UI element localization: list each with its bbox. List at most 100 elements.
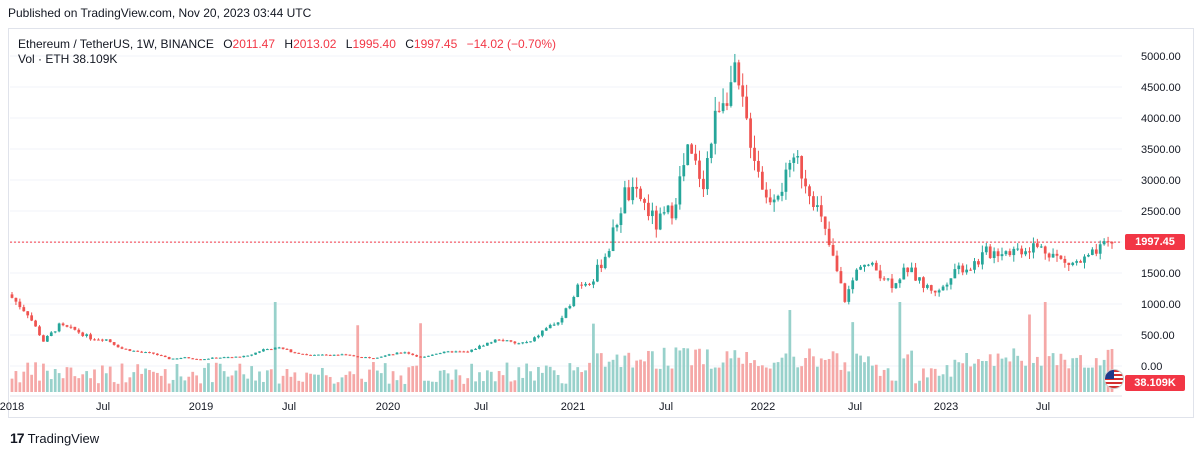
symbol-label[interactable]: Ethereum / TetherUS, 1W, BINANCE	[18, 37, 214, 51]
volume-bar	[187, 376, 191, 392]
volume-bar	[293, 372, 297, 392]
volume-bar	[694, 349, 697, 392]
volume-bar	[780, 357, 784, 392]
candle-body	[863, 264, 866, 267]
candle-body	[356, 356, 360, 358]
candle-body	[682, 165, 686, 177]
volume-bar	[592, 323, 595, 392]
volume-bar	[148, 370, 151, 392]
candle-body	[713, 110, 717, 144]
candle-body	[776, 195, 780, 200]
volume-label[interactable]: Vol · ETH	[18, 52, 70, 66]
volume-bar	[26, 362, 30, 392]
volume-bar	[61, 378, 65, 392]
candle-body	[690, 144, 694, 154]
high-label: H	[284, 37, 294, 51]
candle-body	[737, 62, 741, 86]
candle-body	[30, 315, 34, 321]
volume-bar	[819, 358, 823, 392]
tradingview-logo-icon[interactable]: 17	[10, 430, 25, 446]
candle-body	[1098, 244, 1102, 254]
candle-body	[1067, 262, 1071, 266]
volume-bar	[383, 363, 387, 392]
volume-bar	[22, 371, 26, 392]
volume-bar	[533, 380, 536, 392]
candle-body	[505, 340, 509, 342]
volume-bar	[1035, 356, 1039, 392]
candle-body	[741, 85, 745, 97]
volume-bar	[870, 365, 874, 392]
candle-body	[705, 158, 709, 190]
chart-frame[interactable]	[8, 28, 1194, 418]
volume-bar	[910, 350, 914, 392]
candle-body	[470, 349, 474, 352]
candle-body	[301, 353, 305, 355]
chart-legend: Ethereum / TetherUS, 1W, BINANCE O2011.4…	[18, 36, 556, 52]
candle-body	[945, 284, 949, 287]
candle-body	[643, 199, 646, 203]
candle-body	[1012, 248, 1016, 256]
candle-body	[269, 349, 273, 351]
candle-body	[1028, 251, 1031, 253]
candle-body	[867, 264, 870, 266]
us-flag-icon[interactable]	[1104, 369, 1124, 389]
volume-bar	[1020, 360, 1024, 392]
price-tick-label: 4500.00	[1141, 82, 1181, 94]
volume-bar	[1059, 353, 1063, 392]
volume-bar	[462, 383, 466, 392]
candle-body	[203, 359, 206, 361]
candle-body	[890, 278, 894, 289]
candle-body	[796, 156, 800, 158]
volume-bar	[155, 372, 159, 392]
volume-bar	[890, 380, 894, 392]
candle-body	[485, 342, 489, 346]
volume-bar	[97, 383, 100, 392]
volume-value: 38.109K	[72, 52, 118, 66]
time-tick-label: 2019	[189, 401, 213, 413]
volume-bar	[482, 381, 485, 392]
candle-body	[403, 352, 407, 354]
volume-bar	[572, 370, 576, 392]
volume-bar	[226, 376, 230, 392]
volume-bar	[38, 380, 41, 392]
volume-bar	[977, 359, 980, 392]
volume-bar	[1028, 314, 1031, 392]
volume-bar	[493, 381, 497, 392]
volume-bar	[509, 381, 513, 392]
volume-bar	[682, 348, 686, 392]
candle-body	[772, 199, 776, 203]
time-tick-label: 2020	[376, 401, 400, 413]
volume-bar	[42, 363, 45, 392]
volume-bar	[1063, 359, 1067, 392]
candle-body	[670, 205, 674, 219]
volume-bar	[941, 374, 945, 392]
volume-bar	[725, 351, 729, 392]
candle-body	[352, 355, 356, 357]
candle-body	[1032, 243, 1035, 253]
volume-bar	[702, 364, 705, 392]
candle-body	[1110, 242, 1114, 244]
volume-bar	[631, 367, 635, 392]
candle-body	[277, 347, 281, 349]
volume-bar	[658, 368, 662, 392]
volume-bar	[458, 375, 462, 392]
volume-bar	[34, 362, 37, 392]
volume-bar	[104, 373, 108, 392]
candle-body	[100, 339, 104, 341]
volume-bar	[937, 375, 941, 392]
volume-bar	[839, 369, 843, 392]
candle-body	[819, 205, 823, 217]
volume-bar	[1004, 357, 1008, 392]
candle-body	[1055, 253, 1059, 256]
candle-body	[647, 202, 650, 217]
brand-name[interactable]: TradingView	[27, 430, 100, 446]
candle-body	[159, 355, 163, 357]
candle-body	[108, 339, 112, 343]
volume-bar	[513, 380, 517, 392]
candle-body	[910, 267, 914, 273]
volume-bar	[100, 365, 104, 392]
candle-body	[38, 326, 41, 336]
volume-bar	[285, 369, 289, 392]
volume-bar	[906, 354, 910, 392]
